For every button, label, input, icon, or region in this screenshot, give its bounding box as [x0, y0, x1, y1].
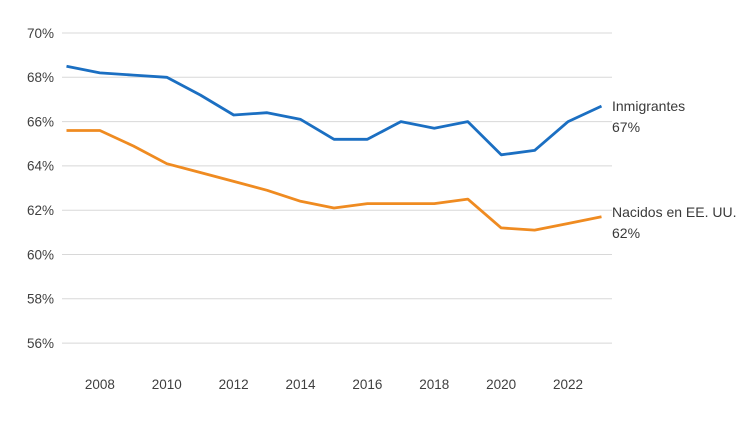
y-tick-label-70: 70%: [27, 26, 54, 41]
y-tick-label-64: 64%: [27, 159, 54, 174]
series-label-inmigrantes-value: 67%: [612, 119, 641, 135]
x-tick-label-2020: 2020: [486, 377, 516, 392]
series-label-nacidos-en-eeuu: Nacidos en EE. UU. 62%: [612, 202, 752, 244]
x-tick-label-2014: 2014: [286, 377, 317, 392]
x-tick-label-2022: 2022: [553, 377, 583, 392]
series-label-inmigrantes: Inmigrantes 67%: [612, 96, 752, 138]
x-tick-label-2016: 2016: [352, 377, 382, 392]
x-tick-label-2008: 2008: [85, 377, 115, 392]
y-tick-label-58: 58%: [27, 292, 54, 307]
y-tick-label-56: 56%: [27, 336, 54, 351]
x-tick-label-2010: 2010: [152, 377, 182, 392]
x-tick-label-2018: 2018: [419, 377, 449, 392]
y-tick-label-66: 66%: [27, 114, 54, 129]
y-tick-label-62: 62%: [27, 203, 54, 218]
series-label-inmigrantes-name: Inmigrantes: [612, 98, 686, 114]
y-tick-label-68: 68%: [27, 70, 54, 85]
series-label-nacidos-value: 62%: [612, 225, 641, 241]
series-line-inmigrantes: [66, 64, 603, 157]
series-line-nacidos-en-ee-uu: [66, 129, 602, 232]
x-tick-label-2012: 2012: [219, 377, 249, 392]
series-label-nacidos-name: Nacidos en EE. UU.: [612, 204, 737, 220]
y-tick-label-60: 60%: [27, 247, 54, 262]
